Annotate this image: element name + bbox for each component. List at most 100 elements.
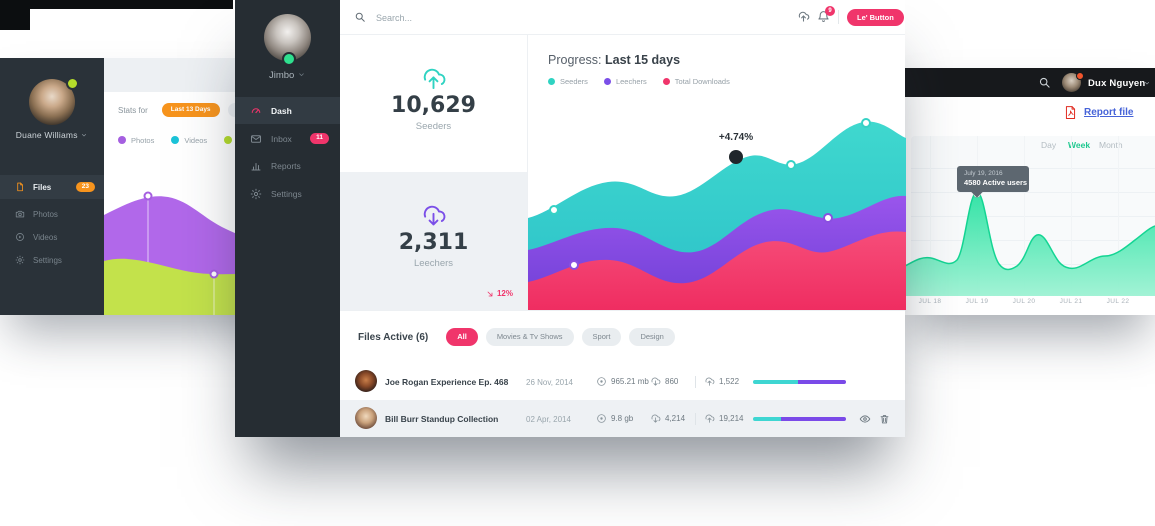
upload-cloud-icon[interactable] bbox=[797, 10, 810, 23]
chart-marker[interactable] bbox=[209, 269, 219, 279]
progress-bar bbox=[753, 380, 846, 384]
sidebar-item-photos[interactable]: Photos bbox=[0, 202, 104, 226]
legend-videos: Videos bbox=[171, 136, 207, 145]
seeders-label: Seeders bbox=[415, 121, 452, 132]
notification-dot bbox=[1076, 72, 1084, 80]
file-avatar bbox=[355, 407, 377, 429]
highlight-marker[interactable] bbox=[729, 150, 743, 164]
chevron-down-icon bbox=[297, 70, 306, 79]
chart-marker[interactable] bbox=[861, 118, 871, 128]
leechers-stat-card: 2,311 Leechers 12% bbox=[340, 172, 527, 310]
annotation-percent: +4.74% bbox=[719, 132, 753, 143]
eye-icon[interactable] bbox=[859, 413, 871, 425]
chart-marker[interactable] bbox=[823, 213, 833, 223]
arrow-down-right-icon bbox=[486, 290, 494, 298]
legend-dot-total-downloads bbox=[662, 78, 670, 85]
file-row-joe-rogan[interactable]: Joe Rogan Experience Ep. 468 26 Nov, 201… bbox=[340, 363, 905, 400]
trash-icon[interactable] bbox=[879, 413, 890, 425]
progress-chart-panel: Progress: Last 15 days Seeders Leechers … bbox=[527, 35, 906, 310]
chart-marker[interactable] bbox=[549, 205, 559, 215]
bell-badge: 9 bbox=[825, 6, 835, 16]
progress-leech-segment bbox=[797, 380, 846, 384]
report-file-link[interactable]: Report file bbox=[1084, 107, 1134, 118]
gear-icon bbox=[15, 255, 25, 265]
main-dashboard-window: Jimbo Dash Inbox 11 Reports Settings bbox=[235, 0, 906, 437]
filter-movies-tv[interactable]: Movies & Tv Shows bbox=[485, 328, 574, 346]
seeders-value: 10,629 bbox=[391, 93, 476, 118]
chart-marker[interactable] bbox=[143, 191, 153, 201]
filter-all[interactable]: All bbox=[446, 328, 478, 346]
search-input[interactable] bbox=[374, 8, 578, 28]
legend-dot-others bbox=[224, 136, 233, 144]
files-count-badge: 23 bbox=[75, 181, 95, 193]
sidebar-item-settings[interactable]: Settings bbox=[235, 180, 340, 207]
sidebar-item-settings[interactable]: Settings bbox=[0, 248, 104, 272]
right-analytics-window: Dux Nguyen Report file Day Week Month bbox=[905, 68, 1155, 315]
decorative-corner bbox=[0, 0, 30, 30]
files-filter-pills: All Movies & Tv Shows Sport Design bbox=[446, 328, 675, 346]
x-axis-labels: JUL 18 JUL 19 JUL 20 JUL 21 JUL 22 bbox=[905, 298, 1155, 310]
topbar: 9 Le' Button bbox=[340, 0, 905, 35]
legend-photos: Photos bbox=[118, 136, 154, 145]
gear-icon bbox=[250, 188, 262, 200]
disc-icon bbox=[596, 376, 607, 387]
disc-icon bbox=[596, 413, 607, 424]
online-status-dot bbox=[66, 77, 79, 90]
filter-design[interactable]: Design bbox=[629, 328, 675, 346]
sidebar-item-files[interactable]: Files 23 bbox=[0, 175, 104, 199]
cloud-down-icon bbox=[650, 413, 661, 424]
bar-chart-icon bbox=[250, 160, 262, 172]
legend-dot-leechers bbox=[603, 78, 611, 85]
tab-week[interactable]: Week bbox=[1068, 140, 1091, 150]
chevron-down-icon bbox=[80, 131, 88, 139]
sidebar-item-videos[interactable]: Videos bbox=[0, 225, 104, 249]
report-row: Report file bbox=[905, 97, 1155, 128]
file-name: Bill Burr Standup Collection bbox=[385, 414, 499, 424]
seeders-stat-card: 10,629 Seeders bbox=[340, 35, 527, 172]
green-area-series bbox=[905, 190, 1155, 296]
cloud-down-icon bbox=[650, 376, 661, 387]
sidebar-item-reports[interactable]: Reports bbox=[235, 152, 340, 179]
file-size-group: 9.8 gb bbox=[596, 413, 633, 424]
progress-area-chart: +4.74% bbox=[528, 118, 906, 310]
leechers-delta: 12% bbox=[486, 289, 513, 298]
legend-seeders: Seeders bbox=[548, 77, 588, 86]
cloud-up-icon bbox=[704, 413, 715, 424]
filter-last-13-days[interactable]: Last 13 Days bbox=[161, 102, 220, 118]
chevron-down-icon[interactable] bbox=[1143, 79, 1151, 87]
legend-dot-seeders bbox=[548, 78, 555, 85]
online-status-dot bbox=[282, 52, 296, 66]
upload-count-group: 1,522 bbox=[704, 376, 739, 387]
tooltip-date: July 19, 2016 bbox=[964, 170, 1003, 177]
envelope-icon bbox=[250, 133, 262, 145]
file-date: 26 Nov, 2014 bbox=[526, 378, 573, 387]
divider bbox=[838, 10, 839, 24]
file-icon bbox=[15, 182, 25, 192]
divider bbox=[695, 413, 696, 425]
chart-marker[interactable] bbox=[786, 160, 796, 170]
leechers-value: 2,311 bbox=[398, 230, 469, 255]
le-button[interactable]: Le' Button bbox=[847, 9, 904, 26]
search-icon[interactable] bbox=[1038, 76, 1051, 89]
file-name: Joe Rogan Experience Ep. 468 bbox=[385, 377, 509, 387]
sidebar-item-inbox[interactable]: Inbox 11 bbox=[235, 125, 340, 152]
main-content: 9 Le' Button 10,629 Seeders 2,311 Leeche… bbox=[340, 0, 906, 437]
chart-tooltip: July 19, 2016 4580 Active users bbox=[957, 166, 1029, 192]
progress-seed-segment bbox=[753, 417, 781, 421]
user-dropdown-jimbo[interactable]: Jimbo bbox=[235, 70, 340, 81]
user-dropdown-duane[interactable]: Duane Williams bbox=[0, 130, 104, 140]
search-icon[interactable] bbox=[354, 11, 366, 23]
legend-dot-videos bbox=[171, 136, 180, 144]
file-avatar bbox=[355, 370, 377, 392]
legend-total-downloads: Total Downloads bbox=[662, 77, 730, 86]
file-row-bill-burr[interactable]: Bill Burr Standup Collection 02 Apr, 201… bbox=[340, 400, 905, 437]
filter-sport[interactable]: Sport bbox=[581, 328, 622, 346]
cloud-up-icon bbox=[420, 65, 447, 92]
tab-day[interactable]: Day bbox=[1041, 140, 1057, 150]
tab-month[interactable]: Month bbox=[1099, 140, 1123, 150]
sidebar-item-dash[interactable]: Dash bbox=[235, 97, 340, 124]
inbox-count-badge: 11 bbox=[310, 133, 329, 144]
user-name-dux[interactable]: Dux Nguyen bbox=[1088, 78, 1146, 89]
chart-marker[interactable] bbox=[569, 260, 579, 270]
